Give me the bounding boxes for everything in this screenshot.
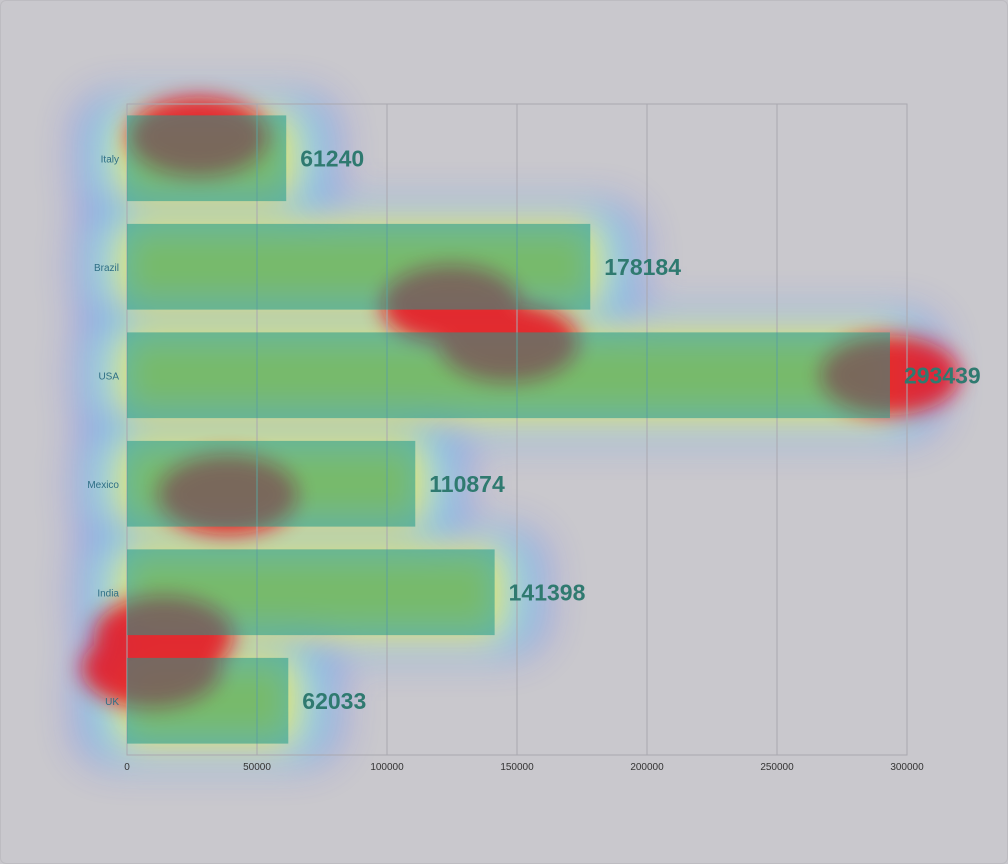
category-label: India (97, 588, 119, 599)
x-tick-label: 200000 (630, 762, 664, 773)
x-tick-label: 50000 (243, 762, 271, 773)
bar-mexico (127, 440, 416, 527)
labels: 0 50000 100000 150000 200000 250000 300000 Ital… (87, 145, 980, 773)
value-label: 61240 (300, 145, 364, 171)
value-label: 178184 (604, 254, 681, 280)
category-label: USA (98, 371, 119, 382)
category-label: Mexico (87, 480, 119, 491)
gridlines (126, 103, 908, 756)
x-tick-label: 0 (124, 762, 130, 773)
category-label: Italy (101, 154, 119, 165)
x-tick-label: 300000 (890, 762, 924, 773)
value-label: 110874 (429, 471, 505, 497)
bar-india (127, 549, 495, 636)
bar-italy (127, 115, 287, 202)
value-label: 293439 (904, 362, 981, 388)
bar-brazil (127, 223, 591, 310)
category-label: Brazil (94, 263, 119, 274)
value-label: 141398 (509, 579, 586, 605)
bar-usa (127, 332, 890, 419)
x-tick-label: 150000 (500, 762, 534, 773)
bar-uk (127, 657, 289, 744)
x-tick-label: 250000 (760, 762, 794, 773)
category-label: UK (105, 697, 119, 708)
x-tick-label: 100000 (370, 762, 404, 773)
bars (127, 115, 890, 744)
value-label: 62033 (302, 688, 366, 714)
